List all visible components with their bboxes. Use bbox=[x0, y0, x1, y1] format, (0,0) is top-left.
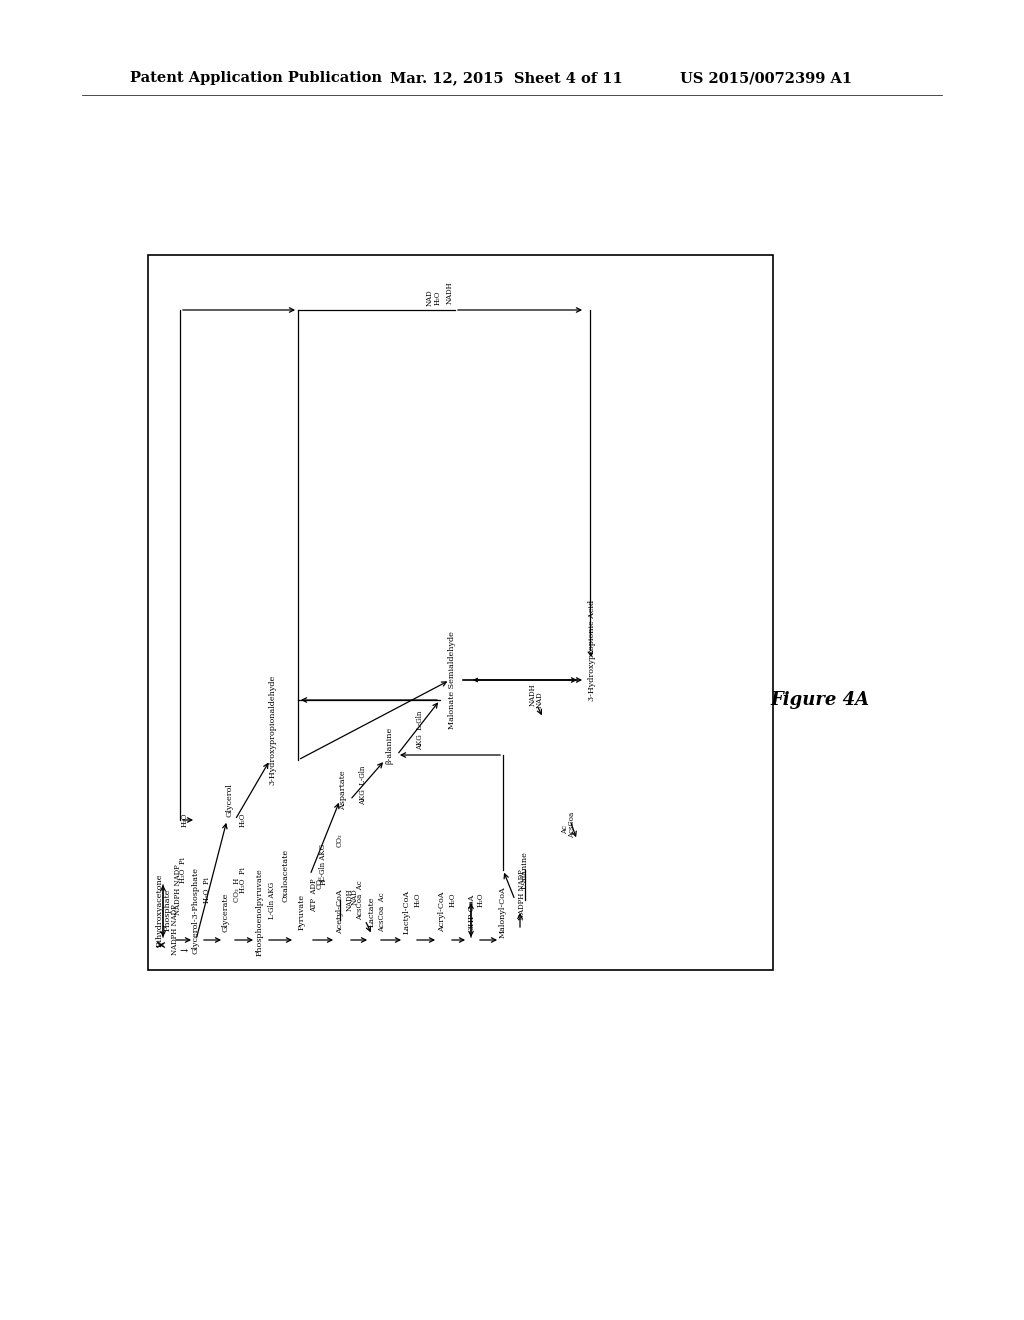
Text: NAD: NAD bbox=[351, 888, 359, 906]
Text: AKG  L-Gln: AKG L-Gln bbox=[359, 766, 367, 805]
Text: NADH: NADH bbox=[446, 281, 454, 305]
Text: AcsCoa: AcsCoa bbox=[568, 812, 575, 838]
Text: L-Gln AKG: L-Gln AKG bbox=[319, 843, 327, 880]
Text: Malonyl-CoA: Malonyl-CoA bbox=[499, 886, 507, 939]
Text: H₂O: H₂O bbox=[414, 892, 422, 907]
Text: NADPH NADP: NADPH NADP bbox=[171, 904, 179, 956]
Text: Glycerol: Glycerol bbox=[226, 783, 234, 817]
Text: L-Gln AKG: L-Gln AKG bbox=[268, 882, 276, 919]
Text: →: → bbox=[180, 948, 188, 957]
Text: Phosphate: Phosphate bbox=[164, 888, 172, 931]
Text: β-alanine: β-alanine bbox=[386, 726, 394, 764]
Text: NAD: NAD bbox=[536, 692, 544, 709]
Text: Lactate: Lactate bbox=[368, 896, 376, 927]
Text: CO₂: CO₂ bbox=[316, 875, 324, 888]
Text: AKG  L-Gln: AKG L-Gln bbox=[416, 710, 424, 750]
Text: 3-Hydroxypropionaldehyde: 3-Hydroxypropionaldehyde bbox=[268, 675, 276, 785]
Text: CO₂  H: CO₂ H bbox=[233, 878, 241, 902]
Bar bbox=[148, 255, 773, 970]
Text: NADH: NADH bbox=[346, 888, 354, 911]
Text: US 2015/0072399 A1: US 2015/0072399 A1 bbox=[680, 71, 852, 84]
Text: Oxaloacetate: Oxaloacetate bbox=[281, 849, 289, 902]
Text: Phosphoenolpyruvate: Phosphoenolpyruvate bbox=[256, 869, 264, 956]
Text: Lactyl-CoA: Lactyl-CoA bbox=[403, 890, 411, 935]
Text: Dihydroxyacetone: Dihydroxyacetone bbox=[156, 874, 164, 946]
Text: AcsCoa  Ac: AcsCoa Ac bbox=[378, 892, 386, 932]
Text: H₂O  Pi: H₂O Pi bbox=[239, 867, 247, 892]
Text: H₂O: H₂O bbox=[181, 813, 189, 828]
Text: NADPH NADP: NADPH NADP bbox=[174, 865, 182, 915]
Text: L-alanine: L-alanine bbox=[521, 851, 529, 888]
Text: AcsCoa  Ac: AcsCoa Ac bbox=[356, 880, 364, 920]
Text: Acetyl-CoA: Acetyl-CoA bbox=[336, 890, 344, 935]
Text: NADPH NADP: NADPH NADP bbox=[518, 870, 526, 920]
Text: Glycerol-3-Phosphate: Glycerol-3-Phosphate bbox=[193, 866, 200, 953]
Text: CO₂: CO₂ bbox=[336, 833, 344, 847]
Text: H₂O: H₂O bbox=[434, 290, 442, 305]
Text: Mar. 12, 2015  Sheet 4 of 11: Mar. 12, 2015 Sheet 4 of 11 bbox=[390, 71, 623, 84]
Text: NADH: NADH bbox=[529, 684, 537, 706]
Text: H₂O: H₂O bbox=[239, 813, 247, 828]
Text: Figure 4A: Figure 4A bbox=[770, 690, 869, 709]
Text: H₂O: H₂O bbox=[477, 892, 485, 907]
Text: Acryl-CoA: Acryl-CoA bbox=[438, 892, 446, 932]
Text: Aspartate: Aspartate bbox=[339, 770, 347, 809]
Text: H₂O  Pi: H₂O Pi bbox=[179, 857, 187, 883]
Text: H₂O: H₂O bbox=[449, 892, 457, 907]
Text: ATP  ADP: ATP ADP bbox=[310, 878, 318, 912]
Text: 3HP-CoA: 3HP-CoA bbox=[467, 894, 475, 931]
Text: NAD: NAD bbox=[426, 289, 434, 306]
Text: Pyruvate: Pyruvate bbox=[298, 894, 306, 931]
Text: Pi: Pi bbox=[319, 879, 328, 886]
Text: Ac: Ac bbox=[561, 825, 569, 834]
Text: Patent Application Publication: Patent Application Publication bbox=[130, 71, 382, 84]
Text: Malonate Semialdehyde: Malonate Semialdehyde bbox=[449, 631, 456, 729]
Text: 3-Hydroxypropionic Acid: 3-Hydroxypropionic Acid bbox=[588, 599, 596, 701]
Text: H₂O  Pi: H₂O Pi bbox=[203, 876, 211, 903]
Text: Glycerate: Glycerate bbox=[222, 892, 230, 932]
